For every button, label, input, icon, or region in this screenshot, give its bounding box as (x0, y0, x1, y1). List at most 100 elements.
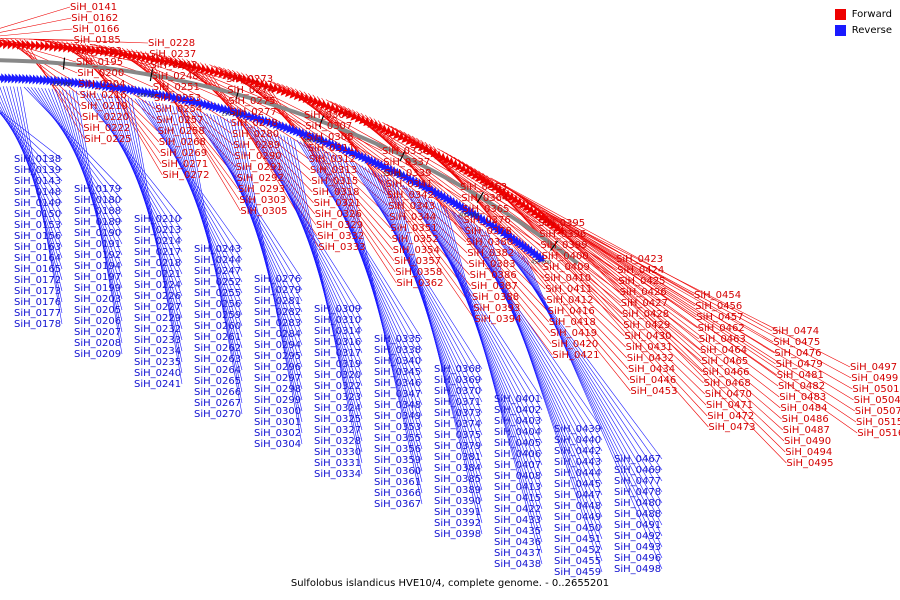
reverse-gene-label: SiH_0232 (134, 324, 181, 335)
forward-gene-label: SiH_0305 (240, 206, 287, 217)
forward-gene-label: SiH_0507 (855, 406, 900, 417)
forward-gene-feature (218, 68, 226, 79)
scale-tick-label: 250 kbp (221, 112, 241, 118)
reverse-leader-line (62, 89, 123, 311)
reverse-gene-feature (43, 75, 49, 86)
reverse-gene-label: SiH_0493 (614, 542, 661, 553)
forward-gene-label: SiH_0465 (701, 356, 748, 367)
forward-leader-line (163, 54, 308, 149)
forward-leader-line (530, 202, 785, 442)
reverse-leader-line (511, 247, 663, 515)
forward-gene-label: SiH_0341 (386, 179, 433, 190)
forward-gene-feature (346, 109, 354, 120)
forward-gene-label: SiH_0312 (309, 154, 356, 165)
forward-leader-line (541, 210, 851, 368)
forward-leader-line (557, 220, 855, 412)
forward-gene-feature (454, 161, 463, 171)
reverse-leader-line (16, 86, 63, 314)
feature-leader-lines (0, 6, 858, 573)
reverse-leader-line (82, 91, 183, 231)
forward-gene-label: SiH_0419 (550, 328, 597, 339)
reverse-gene-label: SiH_0265 (194, 376, 241, 387)
forward-gene-label: SiH_0342 (387, 190, 434, 201)
reverse-leader-line (6, 86, 63, 281)
reverse-gene-feature (154, 89, 161, 99)
forward-gene-label: SiH_0337 (383, 157, 430, 168)
reverse-gene-label: SiH_0165 (14, 264, 61, 275)
forward-gene-feature (177, 59, 185, 69)
reverse-leader-line (402, 184, 543, 411)
reverse-gene-label: SiH_0224 (134, 280, 181, 291)
reverse-gene-feature (505, 231, 514, 241)
reverse-gene-label: SiH_0194 (74, 261, 121, 272)
forward-gene-feature (200, 64, 207, 74)
reverse-gene-feature (531, 249, 540, 259)
reverse-leader-line (522, 255, 663, 559)
reverse-gene-label: SiH_0208 (74, 338, 121, 349)
reverse-gene-feature (147, 87, 154, 98)
scale-tick-label: 350 kbp (383, 172, 403, 178)
forward-gene-label: SiH_0336 (382, 146, 429, 157)
forward-gene-feature (109, 47, 116, 58)
forward-gene-feature (30, 40, 37, 51)
reverse-gene-label: SiH_0207 (74, 327, 121, 338)
forward-leader-line (10, 38, 82, 107)
reverse-gene-label: SiH_0345 (374, 367, 421, 378)
forward-gene-feature (491, 182, 499, 191)
forward-gene-feature (285, 87, 293, 98)
forward-gene-label: SiH_0386 (470, 270, 517, 281)
forward-gene-label: SiH_0308 (306, 132, 353, 143)
reverse-gene-feature (150, 88, 157, 99)
reverse-gene-feature (25, 74, 32, 85)
forward-gene-feature (26, 40, 33, 51)
forward-gene-label: SiH_0251 (153, 82, 200, 93)
reverse-gene-feature (184, 95, 192, 106)
reverse-gene-label: SiH_0359 (374, 455, 421, 466)
reverse-gene-feature (49, 75, 56, 86)
forward-gene-label: SiH_0365 (462, 204, 509, 215)
reverse-leader-line (412, 189, 543, 444)
forward-gene-feature (182, 60, 189, 70)
reverse-gene-label: SiH_0436 (494, 537, 541, 548)
reverse-gene-label: SiH_0496 (614, 553, 661, 564)
reverse-gene-feature (116, 82, 123, 93)
forward-gene-feature (136, 51, 144, 62)
reverse-leader-line (408, 187, 543, 433)
forward-gene-label: SiH_0204 (78, 79, 125, 90)
reverse-gene-feature (77, 78, 84, 89)
reverse-gene-label: SiH_0455 (554, 556, 601, 567)
reverse-gene-label: SiH_0309 (314, 304, 361, 315)
legend-reverse: Reverse (834, 22, 892, 38)
reverse-leader-line (30, 87, 123, 212)
reverse-leader-line (482, 228, 603, 551)
reverse-gene-feature (102, 80, 109, 91)
forward-gene-label: SiH_0516 (857, 428, 900, 439)
forward-gene-feature (236, 73, 244, 83)
forward-gene-label: SiH_0344 (389, 212, 436, 223)
reverse-gene-feature (105, 81, 112, 92)
forward-leader-line (259, 77, 396, 273)
reverse-gene-feature (39, 74, 46, 85)
forward-leader-line (553, 218, 854, 401)
reverse-leader-line (461, 216, 603, 474)
forward-gene-label: SiH_0393 (473, 303, 520, 314)
forward-leader-line (75, 42, 161, 154)
forward-gene-label: SiH_0303 (239, 195, 286, 206)
forward-gene-label: SiH_0358 (395, 267, 442, 278)
reverse-gene-feature (167, 91, 175, 102)
reverse-gene-feature (18, 73, 25, 84)
forward-gene-feature (487, 179, 495, 189)
forward-gene-label: SiH_0424 (617, 265, 664, 276)
forward-gene-label: SiH_0456 (695, 301, 742, 312)
forward-leader-line (490, 177, 773, 332)
forward-gene-feature (375, 122, 384, 132)
reverse-gene-label: SiH_0367 (374, 499, 421, 510)
reverse-gene-feature (249, 112, 257, 122)
reverse-gene-label: SiH_0302 (254, 428, 301, 439)
scale-tick (318, 115, 325, 128)
forward-leader-line (360, 112, 548, 312)
forward-gene-label: SiH_0352 (392, 234, 439, 245)
forward-gene-feature (333, 104, 341, 115)
reverse-gene-label: SiH_0149 (14, 198, 61, 209)
reverse-gene-feature (36, 74, 42, 85)
